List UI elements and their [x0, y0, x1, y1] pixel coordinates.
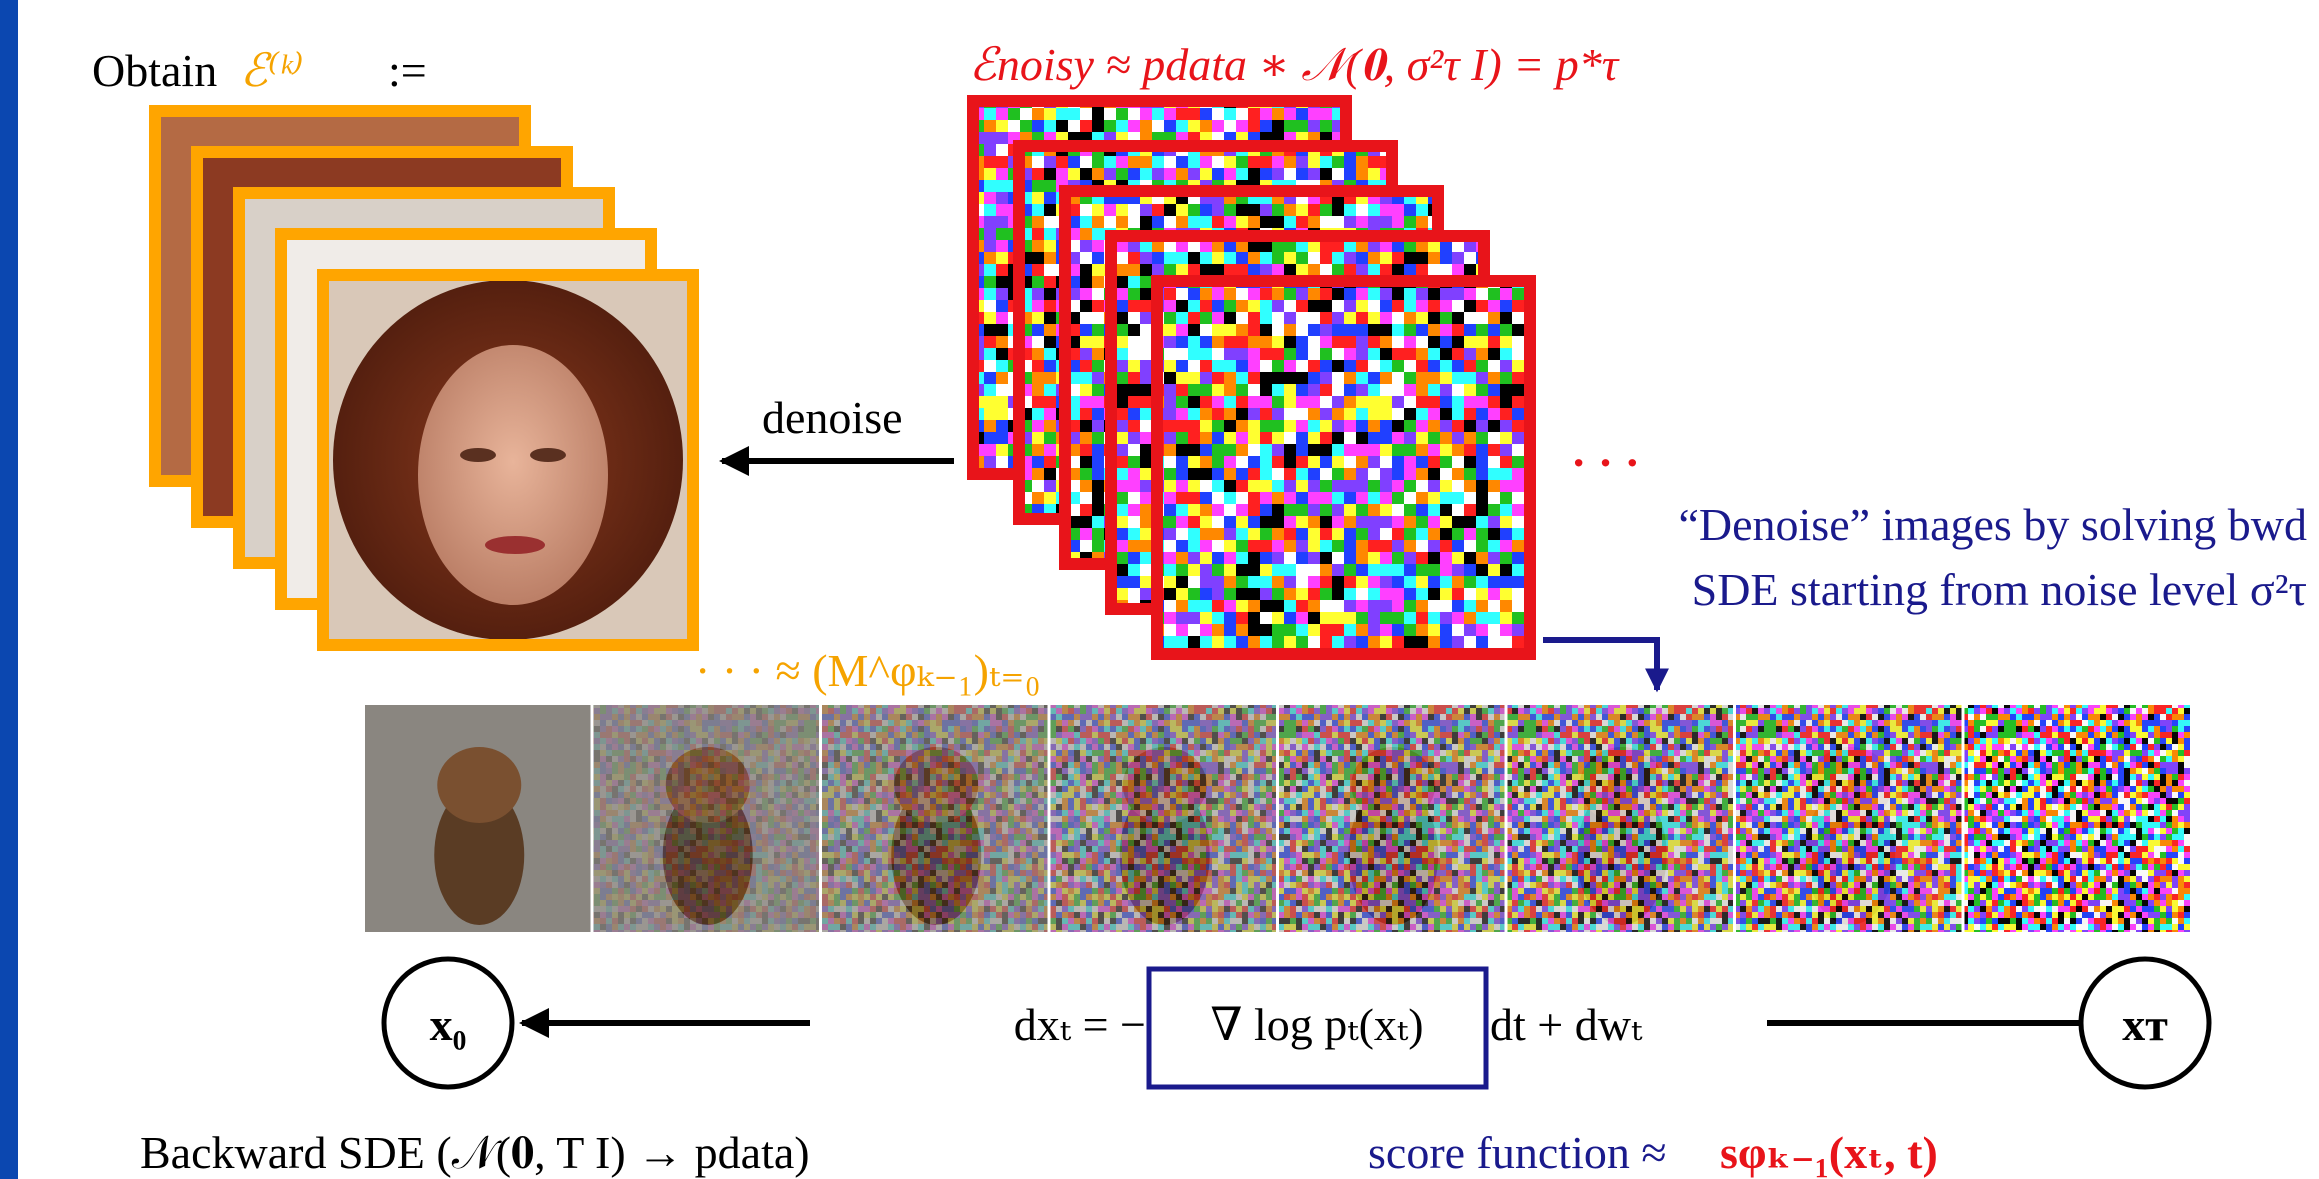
noise-overlay: [1279, 705, 1505, 932]
noisy-image-stack: [973, 101, 1530, 654]
noisy-frame: [1157, 281, 1530, 654]
obtain-text: Obtain: [92, 45, 217, 96]
eye: [460, 448, 496, 462]
noise-overlay: [1508, 705, 1734, 932]
noise-overlay: [1965, 705, 2191, 932]
equation-score: ∇ log pₜ(xₜ): [1210, 999, 1423, 1050]
side-bar: [0, 0, 18, 1179]
noise-overlay: [822, 705, 1048, 932]
note-line: SDE starting from noise level σ²τ: [1692, 564, 2307, 615]
noise-overlay: [1051, 705, 1277, 932]
mouth: [485, 536, 545, 554]
diagram: Obtain ℰ⁽ᵏ⁾ := ℰnoisy ≈ pdata ∗ 𝒩(𝟎, σ²τ…: [0, 0, 2319, 1179]
clean-image-stack: [155, 111, 693, 645]
note-line: “Denoise” images by solving bwd: [1678, 499, 2307, 550]
equation-lhs: dxₜ = −: [1014, 999, 1146, 1050]
diffusion-strip: [365, 705, 2190, 932]
set-symbol: ℰ⁽ᵏ⁾: [240, 45, 303, 96]
eye: [530, 448, 566, 462]
node-label: xᴛ: [2122, 999, 2168, 1050]
page: {"header": {"obtain": "Obtain", "set": "…: [0, 0, 2319, 1179]
caption-left: Backward SDE (𝒩(𝟎, T I) → pdata): [140, 1127, 810, 1178]
approx-label: · · · ≈ (M^φₖ₋₁)ₜ₌₀: [695, 645, 1041, 696]
equation-rhs: dt + dwₜ: [1490, 999, 1643, 1050]
assign-symbol: :=: [388, 45, 427, 96]
noisy-label: ℰnoisy ≈ pdata ∗ 𝒩(𝟎, σ²τ I) = p*τ: [969, 39, 1620, 90]
red-ellipsis: · · ·: [1571, 437, 1640, 488]
caption-symbol: sφₖ₋₁(xₜ, t): [1720, 1127, 1938, 1178]
node-label: x₀: [430, 999, 467, 1050]
note-arrow: [1543, 640, 1657, 690]
face: [418, 345, 608, 605]
denoise-label: denoise: [762, 392, 903, 443]
noise-overlay: [594, 705, 820, 932]
caption-right: score function ≈: [1368, 1127, 1667, 1178]
noise-overlay: [1736, 705, 1962, 932]
